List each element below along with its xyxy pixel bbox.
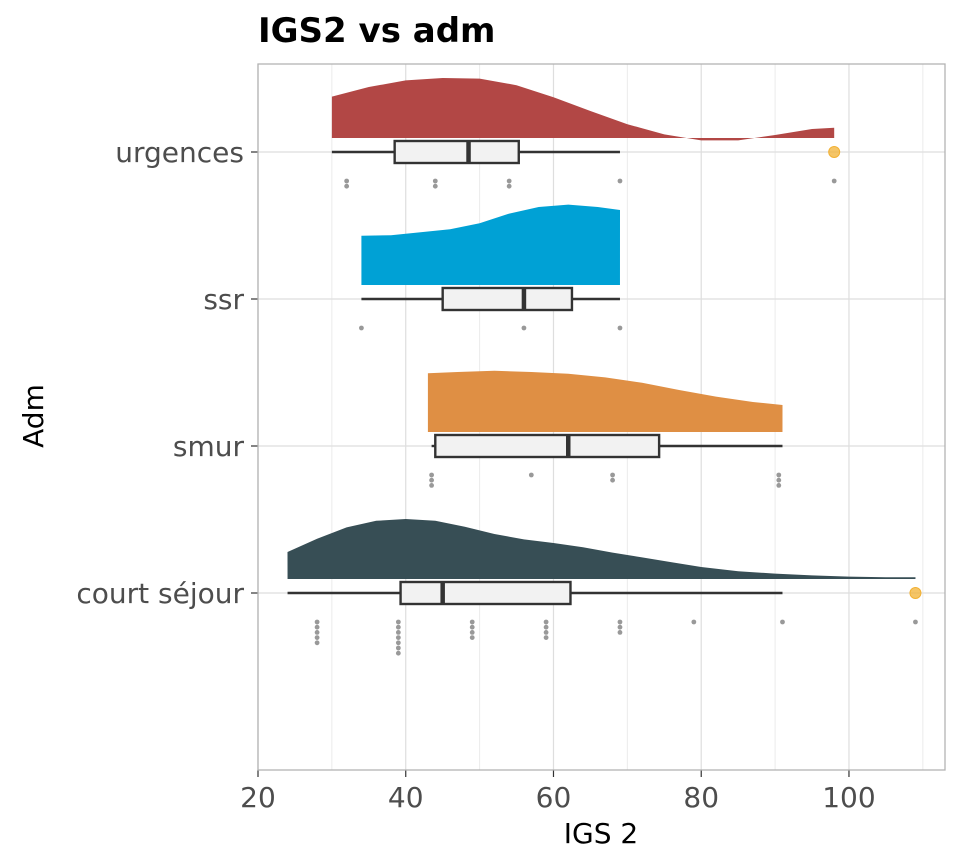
- data-point: [314, 619, 320, 625]
- density-shape: [361, 204, 620, 285]
- data-point: [344, 183, 350, 189]
- data-point: [506, 183, 512, 189]
- data-point: [395, 630, 401, 635]
- data-point: [314, 635, 320, 640]
- data-point: [776, 472, 782, 478]
- data-point: [469, 624, 475, 630]
- x-tick-label: 40: [388, 781, 424, 814]
- data-point: [610, 477, 615, 483]
- data-point: [780, 619, 785, 625]
- data-point: [395, 635, 401, 640]
- data-point: [617, 178, 623, 184]
- y-tick-label: urgences: [115, 136, 244, 169]
- data-point: [776, 483, 782, 488]
- y-tick-label: ssr: [203, 283, 244, 316]
- data-point: [359, 325, 364, 331]
- series-urgences: [331, 78, 841, 189]
- x-tick-label: 20: [240, 781, 276, 814]
- data-point: [429, 477, 434, 483]
- chart-title: IGS2 vs adm: [258, 11, 496, 51]
- data-point: [344, 178, 350, 184]
- data-point: [543, 635, 549, 640]
- density-shape: [331, 78, 835, 141]
- data-point: [314, 640, 320, 646]
- x-tick-label: 60: [536, 781, 572, 814]
- series-ssr: [359, 204, 623, 331]
- outlier-point: [828, 146, 841, 158]
- data-point: [506, 178, 512, 184]
- data-point: [395, 645, 401, 651]
- data-point: [429, 483, 434, 488]
- data-point: [429, 472, 434, 478]
- plot-area: urgences ssr smur court séjour 20 40 60 80 100: [76, 63, 946, 814]
- outlier-point: [909, 587, 922, 599]
- data-point: [831, 178, 837, 184]
- y-axis-title: Adm: [17, 384, 50, 448]
- box: [399, 580, 572, 606]
- data-point: [617, 619, 623, 625]
- box: [393, 139, 520, 165]
- data-point: [543, 619, 549, 625]
- data-point: [528, 472, 534, 478]
- data-point: [432, 178, 438, 184]
- density-shape: [427, 370, 783, 432]
- data-point: [395, 640, 401, 646]
- series-court-séjour: [287, 519, 922, 656]
- data-point: [395, 619, 401, 625]
- box: [434, 433, 661, 459]
- data-point: [543, 624, 549, 630]
- y-tick-label: smur: [173, 430, 245, 463]
- x-axis-title: IGS 2: [564, 817, 638, 850]
- data-point: [610, 472, 615, 478]
- x-tick-label: 80: [683, 781, 719, 814]
- data-point: [521, 325, 527, 331]
- x-tick-label: 100: [822, 781, 875, 814]
- data-point: [395, 624, 401, 630]
- data-point: [543, 630, 549, 635]
- data-point: [469, 630, 475, 635]
- density-shape: [287, 519, 916, 579]
- data-point: [469, 619, 475, 625]
- data-point: [469, 635, 475, 640]
- panel-border: [257, 63, 946, 771]
- y-tick-label: court séjour: [76, 577, 244, 610]
- data-point: [314, 630, 320, 635]
- data-point: [432, 183, 438, 189]
- series-smur: [427, 370, 783, 488]
- data-point: [617, 630, 623, 635]
- data-point: [617, 325, 623, 331]
- data-point: [617, 624, 623, 630]
- data-point: [776, 477, 782, 483]
- data-point: [314, 624, 320, 630]
- box: [441, 286, 574, 312]
- data-point: [691, 619, 697, 625]
- data-point: [395, 650, 401, 656]
- data-point: [913, 619, 918, 625]
